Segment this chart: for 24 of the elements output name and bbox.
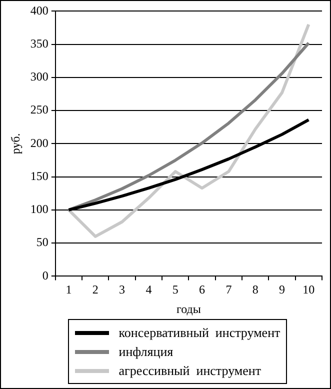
y-tick-label: 150 xyxy=(30,168,48,183)
x-tick-label: 1 xyxy=(66,282,72,297)
y-axis-title: руб. xyxy=(8,133,22,154)
x-tick-label: 4 xyxy=(146,282,152,297)
y-tick-label: 400 xyxy=(30,3,48,18)
y-tick-label: 300 xyxy=(30,70,48,84)
y-tick-label: 200 xyxy=(30,136,48,150)
legend-label: агрессивный инструмент xyxy=(118,362,262,378)
legend-label: инфляция xyxy=(118,344,174,360)
y-tick-label: 350 xyxy=(30,36,48,50)
x-tick-label: 8 xyxy=(252,282,258,297)
x-tick-label: 9 xyxy=(279,282,286,297)
x-tick-label: 6 xyxy=(199,282,206,297)
x-tick-label: 7 xyxy=(226,282,232,297)
x-tick-label: 10 xyxy=(302,282,315,297)
legend-label: консервативный инструмент xyxy=(118,324,280,340)
y-tick-label: 250 xyxy=(30,102,48,117)
y-tick-label: 0 xyxy=(42,268,48,282)
x-tick-label: 3 xyxy=(119,282,126,297)
y-tick-label: 100 xyxy=(30,202,48,216)
x-axis-title: годы xyxy=(176,302,201,316)
y-tick-label: 50 xyxy=(36,235,48,250)
x-tick-label: 5 xyxy=(172,282,178,297)
x-tick-label: 2 xyxy=(92,282,98,297)
